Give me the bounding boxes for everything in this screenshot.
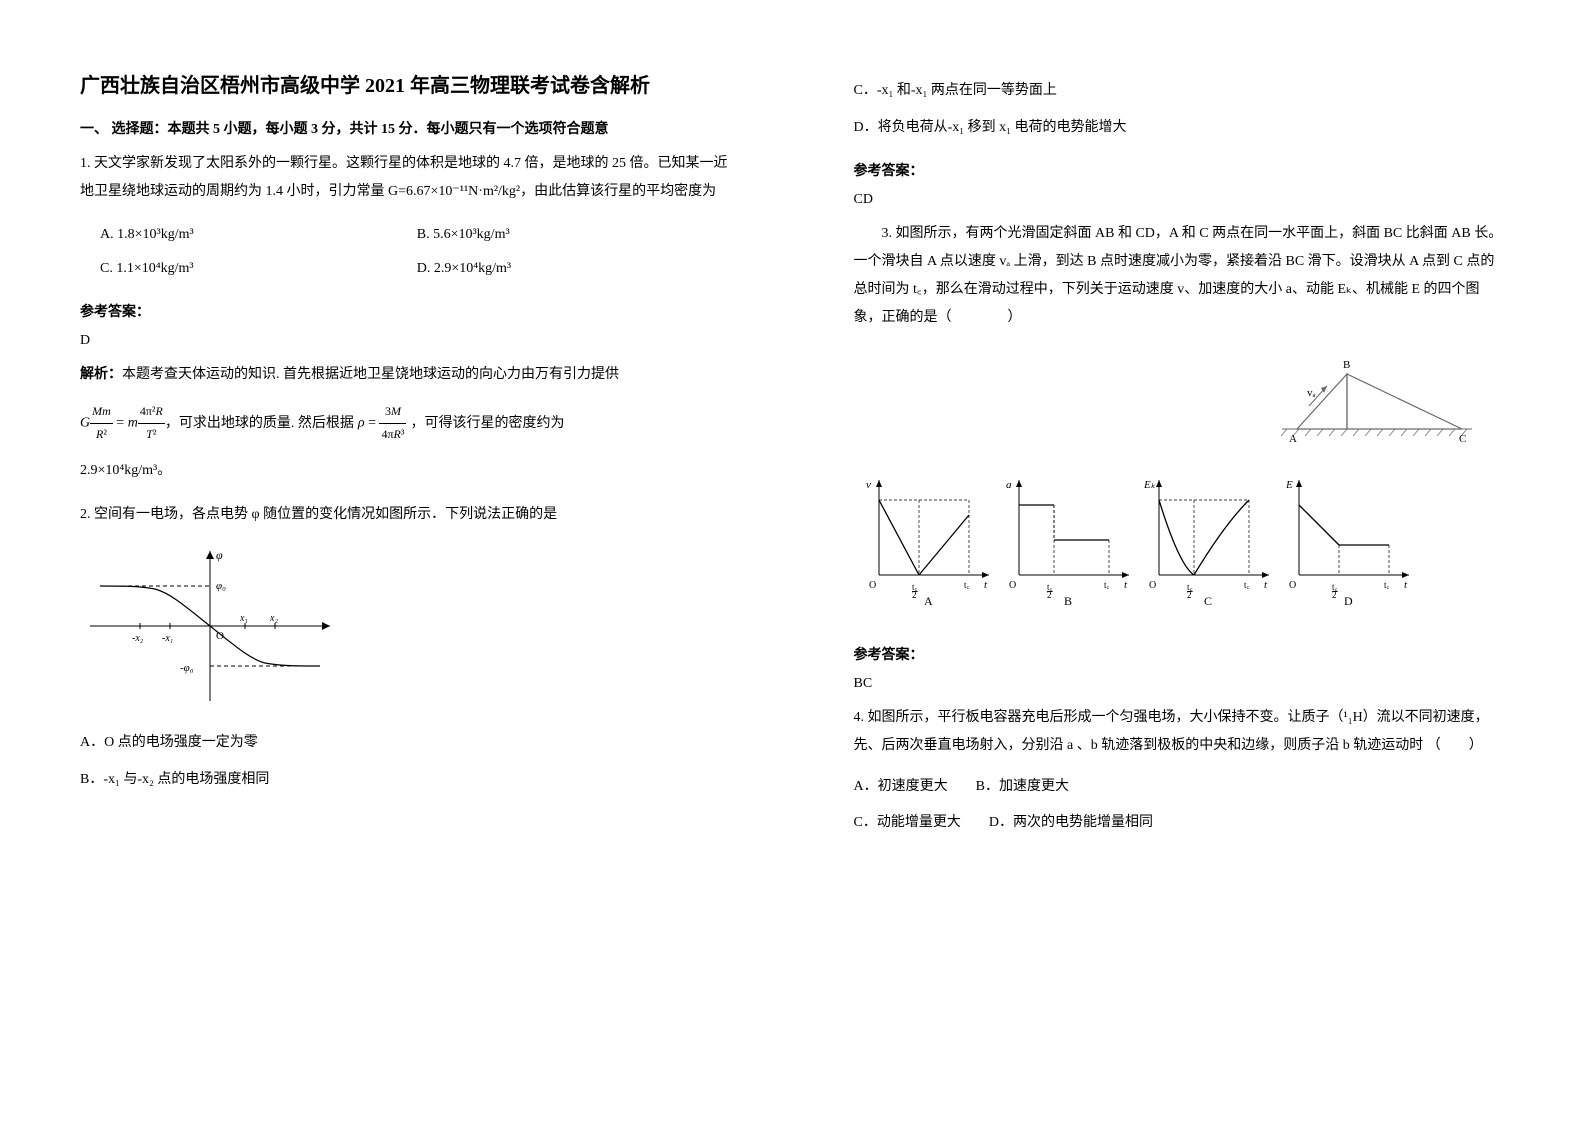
svg-text:A: A bbox=[924, 594, 933, 608]
q4-optB: B．加速度更大 bbox=[976, 779, 1069, 794]
svg-text:E: E bbox=[1285, 479, 1293, 491]
q4-optA: A．初速度更大 bbox=[854, 779, 948, 794]
svg-text:t꜀: t꜀ bbox=[1244, 580, 1250, 590]
page-title: 广西壮族自治区梧州市高级中学 2021 年高三物理联考试卷含解析 bbox=[80, 70, 734, 102]
q4-optD: D．两次的电势能增量相同 bbox=[989, 815, 1153, 830]
q1-expl2: ，可求出地球的质量. 然后根据 bbox=[165, 411, 354, 436]
svg-text:O: O bbox=[1009, 580, 1016, 591]
svg-text:Eₖ: Eₖ bbox=[1143, 479, 1156, 491]
left-column: 广西壮族自治区梧州市高级中学 2021 年高三物理联考试卷含解析 一、 选择题：… bbox=[0, 0, 794, 1122]
svg-text:D: D bbox=[1344, 594, 1353, 608]
svg-text:t: t bbox=[984, 579, 988, 591]
q1-text: 1. 天文学家新发现了太阳系外的一颗行星。这颗行星的体积是地球的 4.7 倍，是… bbox=[80, 150, 734, 206]
q1-explanation-l1: 解析：本题考查天体运动的知识. 首先根据近地卫星饶地球运动的向心力由万有引力提供 bbox=[80, 361, 734, 389]
q1-expl3: ，可得该行星的密度约为 bbox=[410, 411, 564, 436]
q1-expl1: 本题考查天体运动的知识. 首先根据近地卫星饶地球运动的向心力由万有引力提供 bbox=[122, 367, 619, 382]
svg-text:x₁: x₁ bbox=[239, 613, 248, 624]
svg-text:x₂: x₂ bbox=[269, 613, 278, 624]
q4-optC: C．动能增量更大 bbox=[854, 815, 961, 830]
q2-answer-label: 参考答案： bbox=[854, 160, 1508, 180]
svg-text:O: O bbox=[869, 580, 876, 591]
svg-text:B: B bbox=[1343, 359, 1350, 371]
svg-text:A: A bbox=[1289, 433, 1297, 444]
svg-text:t: t bbox=[1404, 579, 1408, 591]
svg-text:O: O bbox=[1289, 580, 1296, 591]
svg-text:O: O bbox=[216, 630, 224, 642]
q1-options: A. 1.8×10³kg/m³ B. 5.6×10³kg/m³ C. 1.1×1… bbox=[100, 218, 734, 285]
q4-optCD: C．动能增量更大 D．两次的电势能增量相同 bbox=[854, 808, 1508, 839]
q1-optD: D. 2.9×10⁴kg/m³ bbox=[417, 252, 734, 286]
formula2: ρ = 3M4πR³ bbox=[358, 401, 407, 445]
svg-text:t꜀: t꜀ bbox=[1104, 580, 1110, 590]
svg-text:t: t bbox=[1264, 579, 1268, 591]
svg-text:2: 2 bbox=[1332, 590, 1337, 600]
svg-text:φ₀: φ₀ bbox=[216, 580, 226, 592]
svg-text:a: a bbox=[1006, 479, 1012, 491]
svg-text:φ: φ bbox=[216, 548, 223, 562]
inclines-figure: A B C vₐ bbox=[854, 344, 1478, 449]
q2-optD: D．将负电荷从-x₁ 移到 x₁ 电荷的电势能增大 bbox=[854, 113, 1508, 144]
right-column: C．-x₁ 和-x₁ 两点在同一等势面上 D．将负电荷从-x₁ 移到 x₁ 电荷… bbox=[794, 0, 1587, 1122]
q1-optA: A. 1.8×10³kg/m³ bbox=[100, 218, 417, 252]
q1-optC: C. 1.1×10⁴kg/m³ bbox=[100, 252, 417, 286]
q3-text: 3. 如图所示，有两个光滑固定斜面 AB 和 CD，A 和 C 两点在同一水平面… bbox=[854, 220, 1508, 332]
svg-text:2: 2 bbox=[912, 590, 917, 600]
svg-text:2: 2 bbox=[1047, 590, 1052, 600]
svg-text:-φ₀: -φ₀ bbox=[180, 662, 194, 674]
svg-text:B: B bbox=[1064, 594, 1072, 608]
q2-optA: A．O 点的电场强度一定为零 bbox=[80, 728, 734, 759]
q1-expl4: 2.9×10⁴kg/m³。 bbox=[80, 457, 734, 485]
four-graphs: v t O t꜀ 2 t꜀ A a bbox=[854, 465, 1508, 620]
svg-text:t: t bbox=[1124, 579, 1128, 591]
svg-text:v: v bbox=[866, 479, 871, 491]
q2-optB: B．-x₁ 与-x₂ 点的电场强度相同 bbox=[80, 765, 734, 796]
q2-optC: C．-x₁ 和-x₁ 两点在同一等势面上 bbox=[854, 76, 1508, 107]
svg-text:C: C bbox=[1459, 433, 1466, 444]
q1-formula-line: GMmR² = m4π²RT² ，可求出地球的质量. 然后根据 ρ = 3M4π… bbox=[80, 401, 734, 445]
q4-text: 4. 如图所示，平行板电容器充电后形成一个匀强电场，大小保持不变。让质子（¹₁H… bbox=[854, 704, 1508, 760]
svg-text:-x₂: -x₂ bbox=[132, 633, 144, 644]
explanation-prefix: 解析： bbox=[80, 367, 122, 382]
q2-graph: φ φ₀ -φ₀ O x₁ x₂ -x₁ -x₂ bbox=[80, 541, 734, 716]
q1-answer-label: 参考答案： bbox=[80, 301, 734, 321]
section-header: 一、 选择题：本题共 5 小题，每小题 3 分，共计 15 分．每小题只有一个选… bbox=[80, 118, 734, 138]
q3-answer-label: 参考答案： bbox=[854, 644, 1508, 664]
svg-text:O: O bbox=[1149, 580, 1156, 591]
q3-answer: BC bbox=[854, 676, 1508, 692]
formula1: GMmR² = m4π²RT² bbox=[80, 401, 165, 445]
q2-text: 2. 空间有一电场，各点电势 φ 随位置的变化情况如图所示．下列说法正确的是 bbox=[80, 501, 734, 529]
q1-optB: B. 5.6×10³kg/m³ bbox=[417, 218, 734, 252]
svg-text:t꜀: t꜀ bbox=[1384, 580, 1390, 590]
svg-text:vₐ: vₐ bbox=[1307, 387, 1316, 399]
svg-text:t꜀: t꜀ bbox=[964, 580, 970, 590]
svg-text:2: 2 bbox=[1187, 590, 1192, 600]
svg-text:C: C bbox=[1204, 594, 1212, 608]
svg-text:-x₁: -x₁ bbox=[162, 633, 173, 644]
q4-optAB: A．初速度更大 B．加速度更大 bbox=[854, 772, 1508, 803]
q1-answer: D bbox=[80, 333, 734, 349]
q2-answer: CD bbox=[854, 192, 1508, 208]
